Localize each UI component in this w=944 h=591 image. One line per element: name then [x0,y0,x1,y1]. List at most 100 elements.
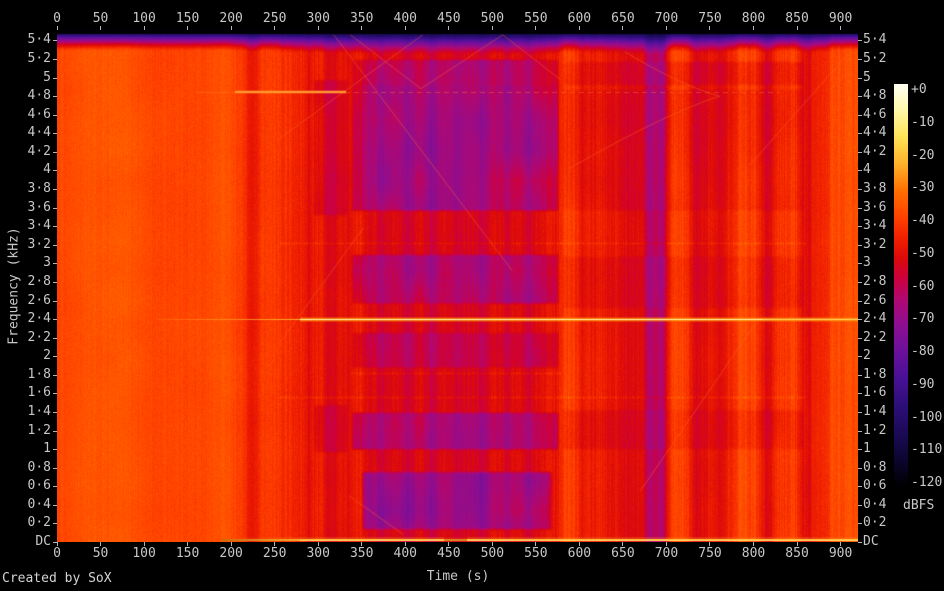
tick-mark [858,356,862,358]
colorbar-tick-label: -100 [911,409,943,425]
tick-mark [53,504,57,506]
y-tick-label: 1 [43,441,51,457]
y-tick-label: 3·8 [27,181,51,197]
colorbar-tick-label: -10 [911,114,935,130]
y-tick-label: 5 [863,69,871,85]
tick-mark [317,542,319,546]
tick-mark [858,523,862,525]
tick-mark [53,114,57,116]
x-tick-label: 100 [132,11,156,26]
tick-mark [230,26,232,30]
x-tick-label: 450 [437,546,461,561]
tick-mark [858,337,862,339]
tick-mark [53,263,57,265]
x-tick-label: 400 [393,11,417,26]
y-tick-label: 0·2 [863,515,887,531]
y-tick-label: 1·8 [863,366,887,382]
tick-mark [53,486,57,488]
y-tick-label: 4·2 [863,143,887,159]
y-tick-label: 1·2 [27,422,51,438]
tick-mark [578,542,580,546]
tick-mark [448,26,450,30]
tick-mark [53,411,57,413]
tick-mark [858,504,862,506]
x-tick-label: 200 [219,11,243,26]
tick-mark [53,523,57,525]
tick-mark [535,26,537,30]
tick-mark [53,356,57,358]
y-tick-label: 4·6 [863,106,887,122]
y-tick-label: 2·8 [27,273,51,289]
credit-text: Created by SoX [2,571,112,586]
x-tick-label: 800 [741,11,766,26]
tick-mark [143,542,145,546]
tick-mark [858,393,862,395]
tick-mark [858,263,862,265]
tick-mark [53,170,57,172]
tick-mark [53,281,57,283]
tick-mark [665,542,667,546]
tick-mark [858,281,862,283]
tick-mark [404,26,406,30]
y-tick-label: 0·4 [27,496,51,512]
tick-mark [796,542,798,546]
x-tick-label: 600 [567,546,592,561]
y-tick-label: 2·4 [27,311,51,327]
tick-mark [143,26,145,30]
colorbar-tick-label: -80 [911,344,935,359]
y-tick-label: 1·6 [27,385,51,401]
x-tick-label: 350 [349,546,374,561]
colorbar-tick-label: -50 [911,245,935,261]
tick-mark [53,96,57,98]
y-tick-label: 5·4 [27,32,51,48]
x-tick-label: 250 [262,546,287,561]
colorbar-tick-label: -70 [911,311,935,327]
tick-mark [858,430,862,432]
x-tick-label: 800 [741,546,766,561]
x-tick-label: 0 [53,546,61,561]
colorbar-tick-label: -40 [911,213,935,228]
y-tick-label: 0·4 [863,496,887,512]
x-tick-label: 500 [480,11,505,26]
tick-mark [491,542,493,546]
tick-mark [858,226,862,228]
tick-mark [100,26,102,30]
y-tick-label: 2·6 [863,292,887,308]
tick-mark [858,542,862,543]
tick-mark [858,244,862,246]
y-tick-label: 4·6 [27,106,51,122]
y-tick-label: 0·6 [863,478,887,494]
tick-mark [53,337,57,339]
tick-mark [858,449,862,451]
tick-mark [858,133,862,135]
tick-mark [858,374,862,376]
y-tick-label: 3·6 [863,199,887,215]
y-tick-label: 1 [863,441,871,457]
tick-mark [622,542,624,546]
tick-mark [840,26,842,30]
colorbar-tick-label: -110 [911,442,943,458]
y-tick-label: 2 [43,348,51,364]
tick-mark [53,207,57,209]
y-tick-label: 4·4 [27,125,51,141]
tick-mark [53,393,57,395]
y-tick-label: 1·6 [863,385,887,401]
colorbar-tick-label: -90 [911,376,935,392]
tick-mark [491,26,493,30]
x-tick-label: 700 [654,11,679,26]
tick-mark [858,189,862,191]
tick-mark [53,40,57,42]
tick-mark [53,449,57,451]
y-tick-label: 2·8 [863,273,887,289]
x-tick-label: 0 [53,11,61,26]
tick-mark [274,542,276,546]
y-tick-label: 1·8 [27,366,51,382]
x-tick-label: 150 [175,11,200,26]
tick-mark [404,542,406,546]
tick-mark [858,207,862,209]
tick-mark [53,319,57,321]
x-tick-label: 600 [567,11,592,26]
tick-mark [858,96,862,98]
x-tick-label: 750 [698,11,722,26]
